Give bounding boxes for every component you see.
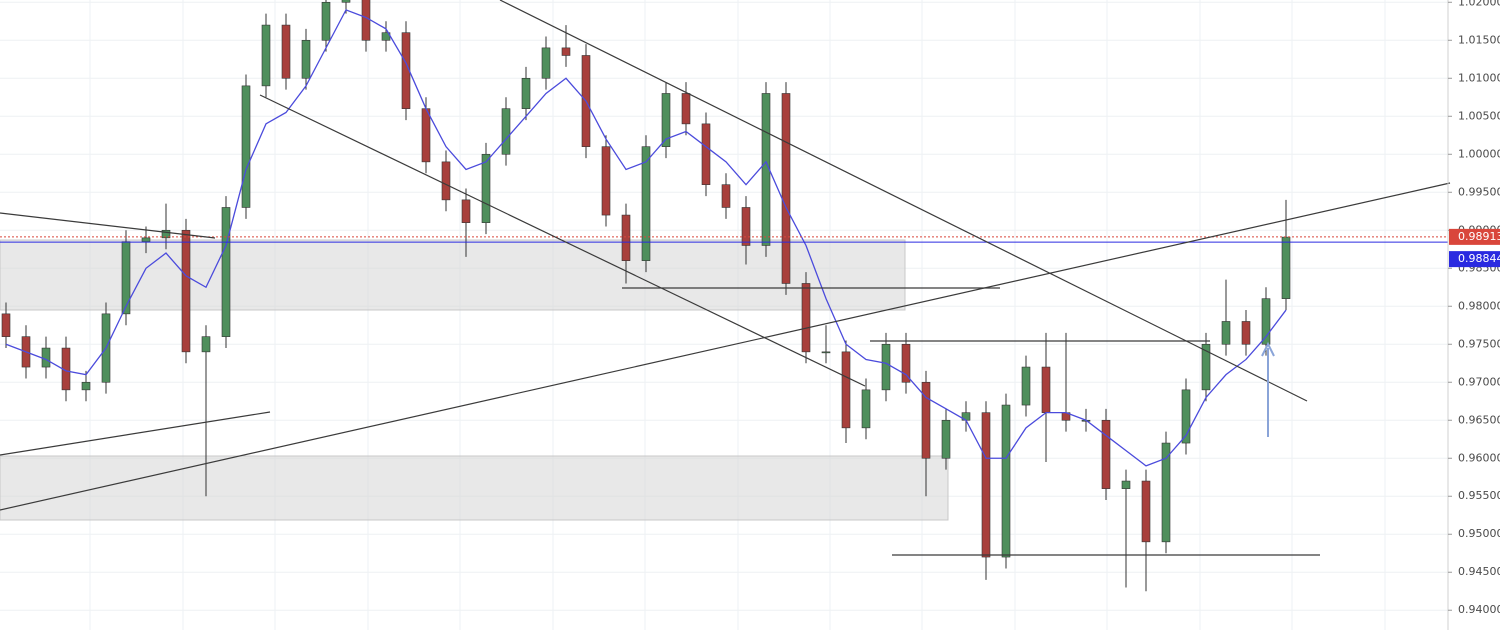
price-label-box (1449, 251, 1500, 268)
trendlines (0, 0, 1451, 556)
candle-body (561, 47, 571, 56)
zone (0, 239, 906, 311)
candle-body (321, 1, 331, 41)
trendline (0, 212, 216, 239)
candle-body (901, 343, 911, 383)
candle-body (1241, 321, 1251, 345)
candle-body (1021, 366, 1031, 406)
candle-body (1, 313, 11, 337)
candle-body (801, 283, 811, 353)
candle-body (1181, 389, 1191, 444)
price-label: 0.98844 (1458, 252, 1500, 265)
candle-body (601, 146, 611, 216)
y-tick-label: 0.98000 (1458, 299, 1500, 312)
candle-body (361, 0, 371, 41)
candle-body (861, 389, 871, 429)
candle-body (281, 24, 291, 79)
trendline (0, 411, 271, 456)
candle-body (701, 123, 711, 185)
candle-body (921, 381, 931, 459)
y-tick-label: 0.99500 (1458, 185, 1500, 198)
candle-body (81, 381, 91, 391)
candle-body (661, 93, 671, 147)
candle-body (521, 77, 531, 109)
candle-body (781, 93, 791, 284)
y-tick-label: 1.01500 (1458, 33, 1500, 46)
candle-body (481, 153, 491, 223)
candle-body (1001, 404, 1011, 558)
candle-body (541, 47, 551, 79)
candle-body (41, 347, 51, 368)
candle-body (141, 237, 151, 242)
y-tick-label: 0.97000 (1458, 375, 1500, 388)
y-tick-label: 1.01000 (1458, 71, 1500, 84)
y-tick-label: 0.94500 (1458, 565, 1500, 578)
candle-body (621, 214, 631, 261)
y-tick-label: 0.96000 (1458, 451, 1500, 464)
y-tick-label: 1.02000 (1458, 0, 1500, 8)
zone (0, 455, 949, 521)
y-tick-label: 0.94000 (1458, 603, 1500, 616)
candle-body (981, 412, 991, 558)
vertical-grid (89, 0, 1386, 630)
moving-average (5, 9, 1287, 467)
plot (0, 0, 1448, 592)
candle-body (461, 199, 471, 223)
trendline (259, 94, 866, 387)
candle-body (1101, 419, 1111, 489)
candle-body (421, 108, 431, 163)
candle-body (881, 343, 891, 391)
y-tick-label: 1.00000 (1458, 147, 1500, 160)
candle-body (821, 351, 831, 354)
candle-body (941, 419, 951, 459)
price-axis: 0.94000 0.94500 0.95000 0.95500 0.96000 0.965… (1448, 0, 1500, 616)
candle-body (121, 241, 131, 315)
candle-body (1281, 236, 1291, 299)
candle-body (441, 161, 451, 201)
trendline (0, 182, 1451, 511)
candle-body (341, 0, 351, 3)
candle-body (721, 184, 731, 208)
candle-body (741, 207, 751, 246)
candle-body (1201, 343, 1211, 391)
candle-body (1121, 480, 1131, 489)
candle-body (241, 85, 251, 208)
y-tick-label: 0.95000 (1458, 527, 1500, 540)
candle-body (201, 336, 211, 353)
candle-body (1221, 321, 1231, 345)
candle-body (1141, 480, 1151, 543)
candle-body (261, 24, 271, 87)
trendline (499, 0, 1308, 402)
y-tick-label: 0.96500 (1458, 413, 1500, 426)
candle-body (301, 39, 311, 79)
price-label-box (1449, 228, 1500, 245)
price-label: 0.98913 (1458, 230, 1500, 243)
candle-body (1261, 298, 1271, 345)
candle-body (1161, 442, 1171, 543)
candle-body (641, 146, 651, 261)
y-tick-label: 1.00500 (1458, 109, 1500, 122)
candle-body (221, 207, 231, 337)
arrow-head (1261, 341, 1275, 357)
y-tick-label: 0.95500 (1458, 489, 1500, 502)
y-tick-label: 0.97500 (1458, 337, 1500, 350)
candle-body (181, 229, 191, 353)
candle-body (681, 93, 691, 125)
candle-body (161, 229, 171, 239)
candle-body (501, 108, 511, 155)
candle-body (841, 351, 851, 429)
candle-body (1041, 366, 1051, 413)
